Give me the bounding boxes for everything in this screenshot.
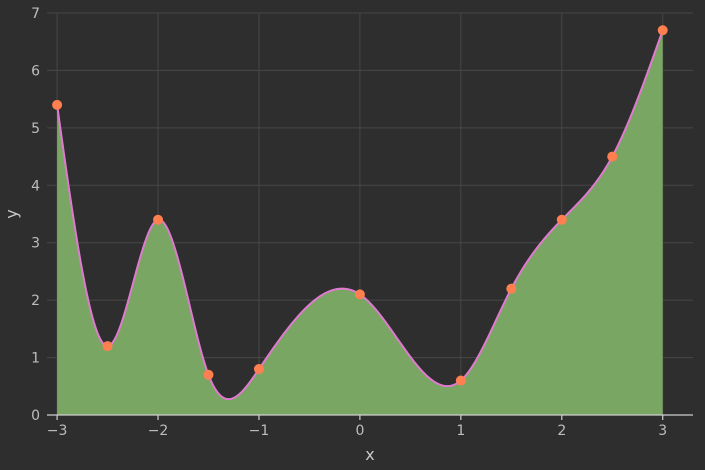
area-fill [57,30,663,415]
x-tick-label-6: 3 [658,423,667,439]
data-markers [52,25,668,386]
y-tick-label-1: 1 [31,351,40,367]
x-tick-labels: −3 −2 −1 0 1 2 3 [47,423,667,439]
data-point-9 [607,151,618,162]
y-axis-label: y [2,209,21,218]
data-point-6 [455,375,466,386]
grid [47,12,693,415]
axes [47,414,693,420]
data-point-4 [253,364,264,375]
x-tick-label-4: 1 [456,423,465,439]
data-point-1 [102,341,113,352]
y-tick-label-4: 4 [31,178,40,194]
data-point-5 [354,289,365,300]
x-tick-label-3: 0 [355,423,364,439]
x-tick-label-1: −2 [148,423,169,439]
y-tick-label-7: 7 [31,6,40,22]
y-tick-label-0: 0 [31,408,40,424]
data-point-8 [556,214,567,225]
y-tick-label-2: 2 [31,293,40,309]
data-point-7 [506,283,517,294]
y-tick-label-3: 3 [31,236,40,252]
y-tick-labels: 0 1 2 3 4 5 6 7 [31,6,40,424]
data-point-0 [52,99,63,110]
x-tick-label-0: −3 [47,423,68,439]
data-point-10 [657,25,668,36]
x-tick-label-2: −1 [249,423,270,439]
y-tick-label-5: 5 [31,121,40,137]
x-axis-label: x [365,445,374,464]
x-tick-label-5: 2 [557,423,566,439]
data-point-3 [203,369,214,380]
y-tick-label-6: 6 [31,63,40,79]
data-point-2 [153,214,164,225]
